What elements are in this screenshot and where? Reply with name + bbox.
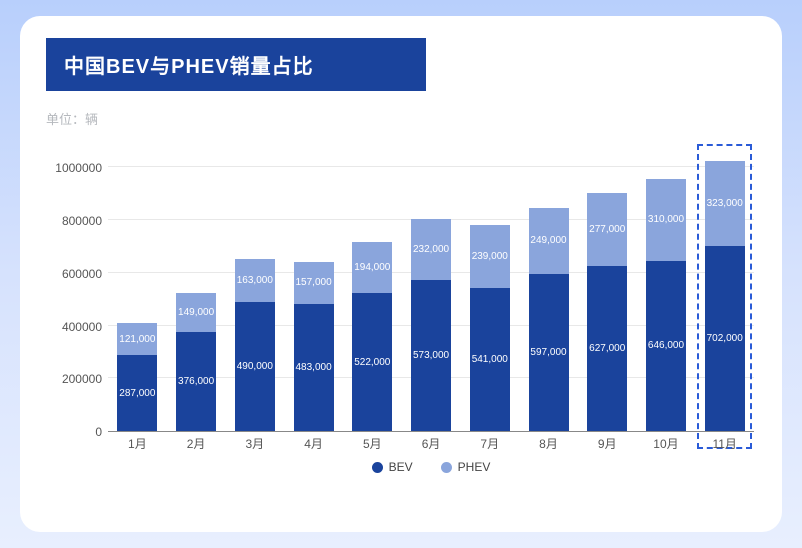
x-tick-label: 3月 (225, 435, 284, 452)
legend-label: PHEV (458, 460, 491, 474)
bar-columns: 287,000 121,000 376,000 149,000 490,000 163,0… (108, 142, 754, 431)
bar-segment-bev: 541,000 (470, 288, 510, 431)
bar-column: 522,000 194,000 (343, 142, 402, 431)
bar-segment-phev: 163,000 (235, 259, 275, 302)
bar-stack: 646,000 310,000 (646, 179, 686, 431)
bar-segment-phev: 239,000 (470, 225, 510, 288)
bar-stack: 597,000 249,000 (529, 208, 569, 431)
x-tick-label: 2月 (167, 435, 226, 452)
bar-column: 287,000 121,000 (108, 142, 167, 431)
bar-value-label: 249,000 (530, 235, 566, 246)
legend-swatch (372, 462, 383, 473)
x-tick-label: 4月 (284, 435, 343, 452)
x-tick-label: 7月 (460, 435, 519, 452)
bar-segment-phev: 157,000 (294, 262, 334, 303)
chart-title: 中国BEV与PHEV销量占比 (46, 38, 426, 91)
bar-stack: 522,000 194,000 (352, 242, 392, 431)
bar-value-label: 194,000 (354, 262, 390, 273)
bar-segment-phev: 249,000 (529, 208, 569, 274)
y-tick-label: 800000 (46, 214, 102, 228)
unit-label: 单位：辆 (46, 109, 756, 128)
bar-segment-phev: 194,000 (352, 242, 392, 293)
bar-segment-bev: 287,000 (117, 355, 157, 431)
bar-stack: 287,000 121,000 (117, 323, 157, 431)
bar-value-label: 597,000 (530, 347, 566, 358)
legend-label: BEV (389, 460, 413, 474)
x-tick-label: 8月 (519, 435, 578, 452)
bar-value-label: 239,000 (472, 251, 508, 262)
legend-item: PHEV (441, 460, 491, 474)
y-tick-label: 200000 (46, 372, 102, 386)
bar-value-label: 310,000 (648, 214, 684, 225)
bar-segment-bev: 627,000 (587, 266, 627, 431)
bar-segment-bev: 646,000 (646, 261, 686, 431)
bar-value-label: 149,000 (178, 307, 214, 318)
x-tick-label: 10月 (637, 435, 696, 452)
bar-stack: 483,000 157,000 (294, 262, 334, 431)
bar-column: 376,000 149,000 (167, 142, 226, 431)
bar-segment-phev: 277,000 (587, 193, 627, 266)
x-tick-labels: 1月2月3月4月5月6月7月8月9月10月11月 (108, 435, 754, 452)
bar-segment-phev: 149,000 (176, 293, 216, 332)
bar-stack: 702,000 323,000 (705, 161, 745, 431)
bar-column: 541,000 239,000 (460, 142, 519, 431)
legend-swatch (441, 462, 452, 473)
chart-card: 中国BEV与PHEV销量占比 单位：辆 0 200000 400000 600000 8… (20, 16, 782, 532)
bar-stack: 541,000 239,000 (470, 225, 510, 431)
bar-column: 490,000 163,000 (225, 142, 284, 431)
bar-stack: 627,000 277,000 (587, 193, 627, 431)
chart-area: 0 200000 400000 600000 800000 1000000 287,000… (46, 134, 754, 474)
bar-stack: 573,000 232,000 (411, 219, 451, 431)
bar-column: 646,000 310,000 (637, 142, 696, 431)
bar-segment-bev: 702,000 (705, 246, 745, 431)
bar-value-label: 157,000 (295, 277, 331, 288)
bar-segment-bev: 376,000 (176, 332, 216, 431)
x-tick-label: 1月 (108, 435, 167, 452)
bar-value-label: 323,000 (707, 198, 743, 209)
bar-segment-bev: 522,000 (352, 293, 392, 431)
bar-segment-phev: 310,000 (646, 179, 686, 261)
x-tick-label: 6月 (402, 435, 461, 452)
bar-value-label: 702,000 (707, 333, 743, 344)
plot-area: 287,000 121,000 376,000 149,000 490,000 163,0… (108, 142, 754, 432)
y-tick-label: 1000000 (46, 161, 102, 175)
bar-value-label: 287,000 (119, 388, 155, 399)
bar-column: 597,000 249,000 (519, 142, 578, 431)
bar-stack: 490,000 163,000 (235, 259, 275, 431)
bar-segment-phev: 323,000 (705, 161, 745, 246)
bar-value-label: 483,000 (295, 362, 331, 373)
x-tick-label: 9月 (578, 435, 637, 452)
legend-item: BEV (372, 460, 413, 474)
bar-column: 483,000 157,000 (284, 142, 343, 431)
chart-legend: BEV PHEV (108, 460, 754, 474)
bar-segment-phev: 121,000 (117, 323, 157, 355)
bar-value-label: 376,000 (178, 376, 214, 387)
bar-segment-bev: 573,000 (411, 280, 451, 431)
y-tick-label: 0 (46, 425, 102, 439)
bar-column: 573,000 232,000 (402, 142, 461, 431)
bar-value-label: 163,000 (237, 275, 273, 286)
x-tick-label: 5月 (343, 435, 402, 452)
bar-column: 702,000 323,000 (695, 142, 754, 431)
bar-value-label: 277,000 (589, 224, 625, 235)
bar-value-label: 541,000 (472, 354, 508, 365)
bar-stack: 376,000 149,000 (176, 293, 216, 431)
bar-value-label: 121,000 (119, 334, 155, 345)
bar-segment-bev: 597,000 (529, 274, 569, 431)
bar-value-label: 522,000 (354, 357, 390, 368)
x-tick-label: 11月 (695, 435, 754, 452)
bar-value-label: 646,000 (648, 340, 684, 351)
bar-value-label: 573,000 (413, 350, 449, 361)
bar-column: 627,000 277,000 (578, 142, 637, 431)
bar-segment-bev: 490,000 (235, 302, 275, 431)
bar-value-label: 232,000 (413, 244, 449, 255)
y-tick-label: 600000 (46, 267, 102, 281)
y-tick-label: 400000 (46, 320, 102, 334)
bar-segment-bev: 483,000 (294, 304, 334, 431)
bar-value-label: 627,000 (589, 343, 625, 354)
bar-value-label: 490,000 (237, 361, 273, 372)
bar-segment-phev: 232,000 (411, 219, 451, 280)
